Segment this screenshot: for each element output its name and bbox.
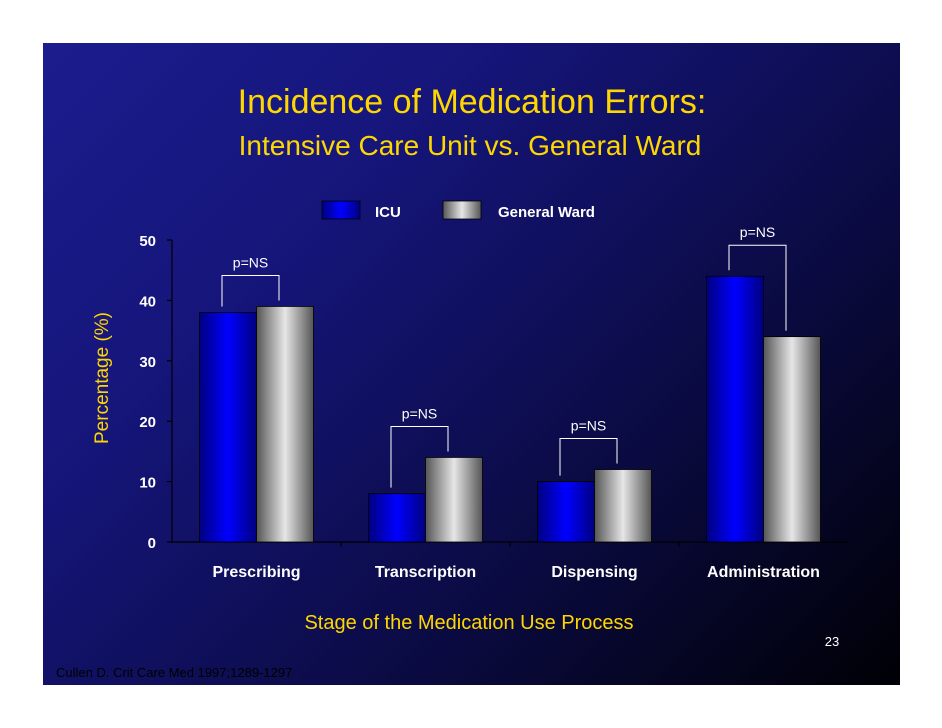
page-number: 23 (825, 634, 839, 649)
significance-bracket (390, 425, 449, 488)
y-tick-label: 40 (139, 293, 156, 310)
x-axis-label: Stage of the Medication Use Process (304, 612, 633, 634)
x-tick-label: Transcription (375, 564, 476, 581)
legend-swatch-general-ward (442, 200, 482, 220)
significance-label: p=NS (571, 418, 606, 434)
plot-area: 0 10 20 30 40 50 Prescribing p=NS Transcription p… (139, 224, 848, 581)
slide: Incidence of Medication Errors: Intensiv… (43, 43, 900, 685)
y-tick-label: 0 (148, 535, 156, 552)
bar-general-ward-transcription (425, 457, 483, 543)
bar-icu-transcription (368, 493, 426, 543)
chart: Incidence of Medication Errors: Intensiv… (92, 83, 848, 649)
bar-general-ward-dispensing (594, 469, 652, 543)
chart-title: Incidence of Medication Errors: (238, 83, 707, 121)
y-tick-label: 20 (139, 414, 156, 431)
chart-subtitle: Intensive Care Unit vs. General Ward (239, 130, 702, 161)
citation: Cullen D. Crit Care Med 1997;1289-1297 (56, 665, 293, 680)
significance-label: p=NS (233, 254, 268, 270)
y-tick-label: 50 (139, 233, 156, 250)
x-tick-label: Prescribing (212, 564, 300, 581)
significance-label: p=NS (740, 224, 775, 240)
y-axis-label: Percentage (%) (92, 312, 113, 444)
significance-bracket (559, 438, 618, 476)
x-tick-label: Administration (707, 564, 820, 581)
bar-general-ward-administration (763, 336, 821, 543)
bar-icu-dispensing (537, 481, 595, 543)
bar-icu-prescribing (199, 312, 257, 543)
x-tick-label: Dispensing (551, 564, 637, 581)
legend-label-icu: ICU (375, 204, 401, 221)
legend: ICU General Ward (321, 200, 595, 221)
significance-bracket (221, 274, 280, 307)
legend-label-general-ward: General Ward (498, 204, 595, 221)
legend-swatch-icu (321, 200, 361, 220)
y-tick-label: 30 (139, 354, 156, 371)
bar-general-ward-prescribing (256, 306, 314, 543)
significance-bracket (728, 244, 787, 331)
y-tick-label: 10 (139, 475, 156, 492)
bar-icu-administration (706, 275, 764, 543)
significance-label: p=NS (402, 405, 437, 421)
